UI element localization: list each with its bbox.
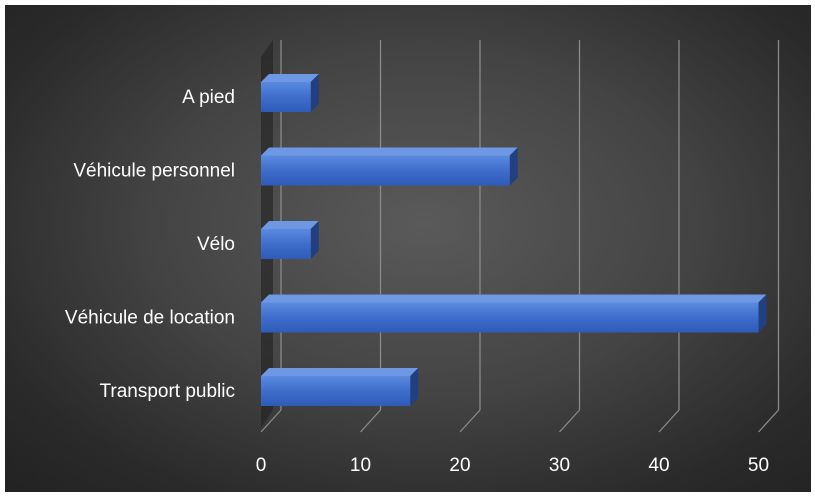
chart-area: A pied Véhicule personnel Vélo Véhicule de … xyxy=(5,5,811,492)
category-label: Transport public xyxy=(99,381,235,402)
bar-side xyxy=(410,368,419,406)
category-label: A pied xyxy=(182,87,235,108)
x-tick-label: 10 xyxy=(350,455,371,476)
bars xyxy=(261,74,767,406)
bar-top xyxy=(261,294,767,303)
gridline-floor xyxy=(459,409,481,433)
bar-top xyxy=(261,221,319,229)
bar xyxy=(261,229,311,259)
bar-side xyxy=(758,294,767,333)
category-label: Vélo xyxy=(197,234,235,255)
gridline-floor xyxy=(658,409,680,433)
category-label: Véhicule de location xyxy=(65,308,235,329)
category-label: Véhicule personnel xyxy=(73,161,235,182)
x-tick-label: 0 xyxy=(256,455,267,476)
gridline-floor xyxy=(360,409,381,433)
bar xyxy=(261,82,311,112)
bar-top xyxy=(261,74,319,82)
bar-top xyxy=(261,368,419,376)
bar-chart: A pied Véhicule personnel Vélo Véhicule de … xyxy=(65,40,780,476)
bar-top xyxy=(261,147,518,156)
bar xyxy=(261,302,759,333)
category-labels: A pied Véhicule personnel Vélo Véhicule de … xyxy=(65,87,235,402)
bar-side xyxy=(310,74,319,112)
gridline-floor xyxy=(758,409,779,433)
bar-side xyxy=(509,147,518,186)
x-tick-labels: 0 10 20 30 40 50 xyxy=(256,455,769,476)
bar xyxy=(261,155,510,186)
bar-side xyxy=(310,221,319,259)
x-tick-label: 50 xyxy=(748,455,769,476)
gridlines xyxy=(260,40,780,433)
gridline-floor xyxy=(559,409,580,433)
x-tick-label: 40 xyxy=(648,455,669,476)
x-tick-label: 30 xyxy=(549,455,570,476)
gridline-floor xyxy=(260,409,282,433)
bar xyxy=(261,376,411,406)
x-tick-label: 20 xyxy=(449,455,470,476)
